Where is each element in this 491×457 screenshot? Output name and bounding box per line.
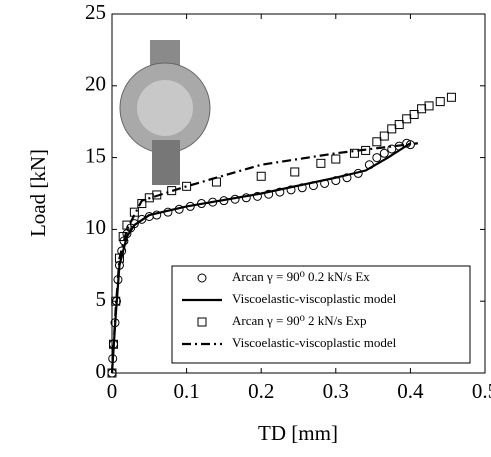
x-axis-label: TD [mm] xyxy=(258,421,338,445)
data-point xyxy=(402,114,412,124)
data-point xyxy=(342,173,352,183)
data-point xyxy=(409,110,419,120)
legend-label: Viscoelastic-viscoplastic model xyxy=(232,335,397,350)
y-tick-label: 0 xyxy=(96,359,107,383)
data-point xyxy=(290,167,300,177)
legend-label: Arcan γ = 90⁰ 2 kN/s Exp xyxy=(232,313,367,328)
data-point xyxy=(424,101,434,111)
photo-part xyxy=(137,80,193,136)
x-tick-label: 0.1 xyxy=(173,379,199,403)
legend-box xyxy=(171,265,471,364)
plot-frame xyxy=(111,13,486,374)
data-point xyxy=(316,158,326,168)
data-point xyxy=(256,171,266,181)
data-point xyxy=(111,296,121,306)
y-tick-label: 5 xyxy=(96,287,107,311)
data-point xyxy=(387,144,397,154)
y-tick-label: 15 xyxy=(85,143,106,167)
data-point xyxy=(252,191,262,201)
y-tick-label: 10 xyxy=(85,215,106,239)
data-point xyxy=(182,181,192,191)
data-point xyxy=(435,97,445,107)
inset-photo xyxy=(119,40,211,185)
data-point xyxy=(387,124,397,134)
legend-swatch xyxy=(197,317,207,327)
data-point xyxy=(417,104,427,114)
y-tick-label: 25 xyxy=(85,0,106,24)
x-tick-label: 0.2 xyxy=(248,379,274,403)
data-point xyxy=(144,193,154,203)
legend-label: Arcan γ = 90⁰ 0.2 kN/s Ex xyxy=(232,269,370,284)
x-tick-label: 0.3 xyxy=(323,379,349,403)
legend-swatch xyxy=(197,273,207,283)
data-point xyxy=(275,187,285,197)
series-line xyxy=(110,142,418,374)
y-axis-label: Load [kN] xyxy=(26,149,50,237)
data-point xyxy=(379,148,389,158)
x-tick-label: 0.4 xyxy=(397,379,424,403)
data-point xyxy=(286,185,296,195)
data-point xyxy=(446,92,456,102)
data-point xyxy=(349,148,359,158)
data-point xyxy=(331,154,341,164)
x-tick-label: 0.5 xyxy=(472,379,491,403)
y-tick-label: 20 xyxy=(85,72,106,96)
legend-label: Viscoelastic-viscoplastic model xyxy=(232,291,397,306)
data-point xyxy=(372,137,382,147)
data-point xyxy=(394,120,404,130)
data-point xyxy=(122,220,132,230)
data-point xyxy=(129,207,139,217)
data-point xyxy=(264,189,274,199)
data-point xyxy=(379,131,389,141)
x-tick-label: 0 xyxy=(107,379,118,403)
photo-part xyxy=(152,140,180,185)
data-point xyxy=(372,153,382,163)
data-point xyxy=(402,138,412,148)
